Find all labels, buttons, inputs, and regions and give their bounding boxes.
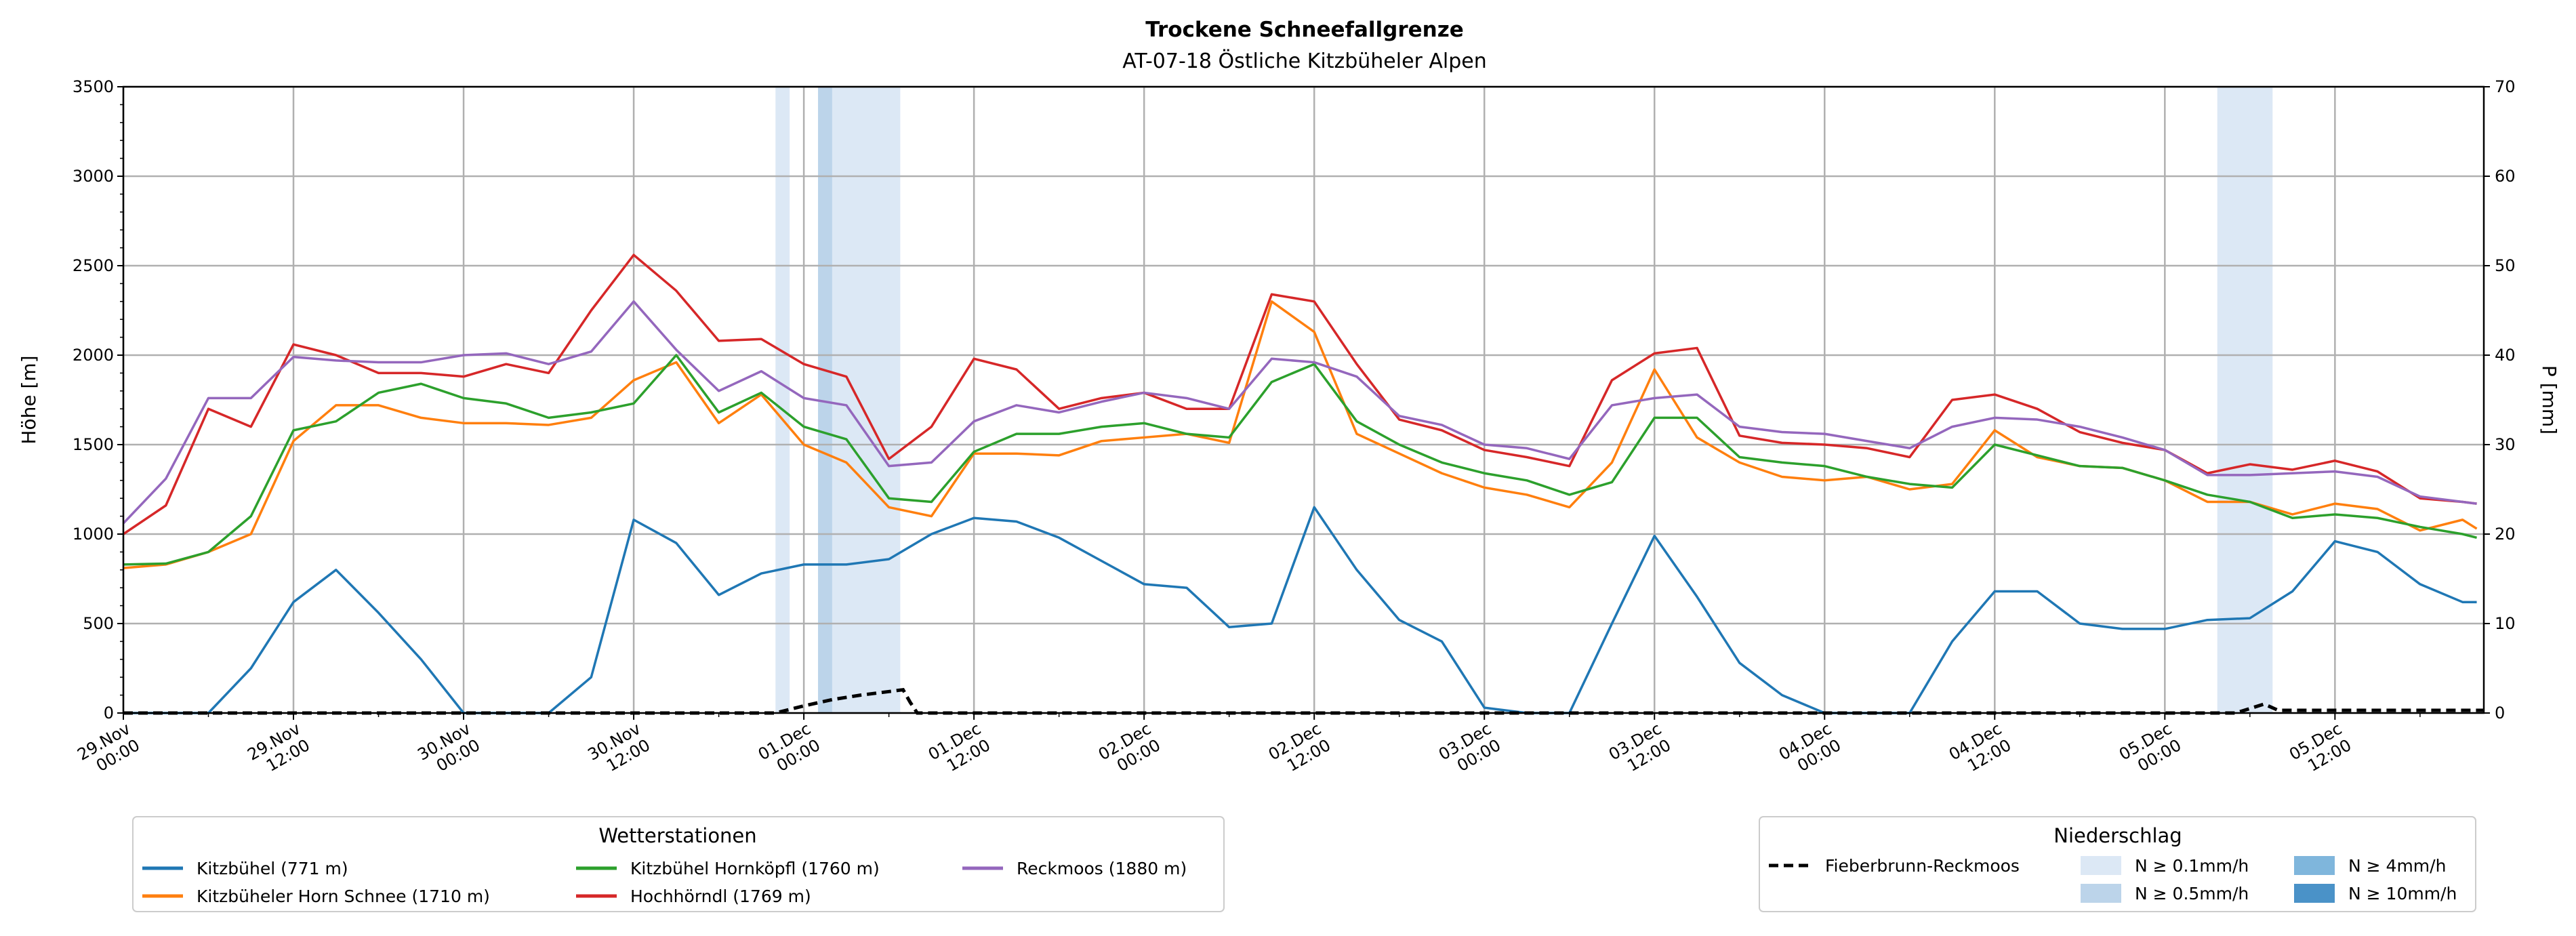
chart-title: Trockene Schneefallgrenze (1145, 18, 1464, 42)
y-right-tick-label: 30 (2495, 435, 2516, 454)
x-tick-label: 04.Dec12:00 (1946, 719, 2014, 781)
legend-band-swatch (2081, 856, 2121, 875)
legend-band-label: N ≥ 0.1mm/h (2135, 856, 2249, 876)
x-tick-label: 30.Nov00:00 (414, 719, 483, 781)
precip-band (832, 87, 900, 713)
y-right-tick-label: 20 (2495, 525, 2516, 544)
y-right-tick-label: 50 (2495, 256, 2516, 275)
precip-bands (775, 87, 2272, 713)
precip-band (775, 87, 790, 713)
y-tick-label: 1000 (73, 525, 114, 544)
legend-label: Reckmoos (1880 m) (1017, 859, 1187, 878)
legend-precip-line-label: Fieberbrunn-Reckmoos (1825, 856, 2020, 876)
legend-precip-title: Niederschlag (2053, 824, 2182, 847)
x-tick-label: 02.Dec00:00 (1095, 719, 1164, 781)
y-tick-label: 1500 (73, 435, 114, 454)
x-tick-label: 03.Dec12:00 (1606, 719, 1674, 781)
y-tick-label: 2000 (73, 346, 114, 365)
axes: 0 0 500 10 1000 20 1500 30 2000 40 2500 50 3000 60 350… (73, 77, 2516, 781)
legend-label: Kitzbühel (771 m) (197, 859, 348, 878)
x-tick-label: 05.Dec00:00 (2116, 719, 2184, 781)
legend-band-label: N ≥ 0.5mm/h (2135, 884, 2249, 903)
x-tick-label: 02.Dec12:00 (1265, 719, 1334, 781)
legend-band-swatch (2294, 856, 2335, 875)
y-right-tick-label: 0 (2495, 704, 2505, 723)
y-right-tick-label: 10 (2495, 614, 2516, 633)
y-tick-label: 0 (104, 704, 114, 723)
x-tick-label: 03.Dec00:00 (1435, 719, 1504, 781)
legend-band-swatch (2081, 884, 2121, 903)
x-tick-label: 30.Nov12:00 (584, 719, 653, 781)
x-tick-label: 04.Dec00:00 (1776, 719, 1844, 781)
y-right-tick-label: 40 (2495, 346, 2516, 365)
y-tick-label: 500 (83, 614, 114, 633)
legend-band-label: N ≥ 4mm/h (2348, 856, 2446, 876)
legend-band-swatch (2294, 884, 2335, 903)
series-lines (123, 255, 2484, 713)
series-line (123, 302, 2477, 523)
legend-band-label: N ≥ 10mm/h (2348, 884, 2457, 903)
x-tick-label: 01.Dec12:00 (925, 719, 994, 781)
y-tick-label: 3000 (73, 167, 114, 186)
series-line (123, 255, 2477, 534)
x-tick-label: 01.Dec00:00 (755, 719, 823, 781)
x-tick-label: 29.Nov00:00 (74, 719, 143, 781)
series-line (123, 355, 2477, 565)
x-tick-label: 29.Nov12:00 (244, 719, 313, 781)
y-right-tick-label: 70 (2495, 77, 2516, 96)
legend-label: Hochhörndl (1769 m) (630, 887, 811, 906)
legend-stations: Wetterstationen Kitzbühel (771 m) Kitzbüh… (133, 817, 1224, 912)
series-line (123, 302, 2477, 568)
y-axis-label: Höhe [m] (18, 355, 40, 444)
legend-label: Kitzbüheler Horn Schnee (1710 m) (197, 887, 490, 906)
y-right-tick-label: 60 (2495, 167, 2516, 186)
series-line (123, 507, 2477, 713)
precip-line (123, 690, 2484, 713)
y-tick-label: 3500 (73, 77, 114, 96)
x-tick-label: 05.Dec12:00 (2286, 719, 2354, 781)
legend-precip: Niederschlag Fieberbrunn-Reckmoos N ≥ 0.… (1759, 817, 2476, 912)
legend-label: Kitzbühel Hornköpfl (1760 m) (630, 859, 880, 878)
y-axis-right-label: P [mm] (2538, 365, 2560, 434)
chart-subtitle: AT-07-18 Östliche Kitzbüheler Alpen (1122, 49, 1487, 73)
legend-stations-title: Wetterstationen (598, 824, 756, 847)
y-tick-label: 2500 (73, 256, 114, 275)
